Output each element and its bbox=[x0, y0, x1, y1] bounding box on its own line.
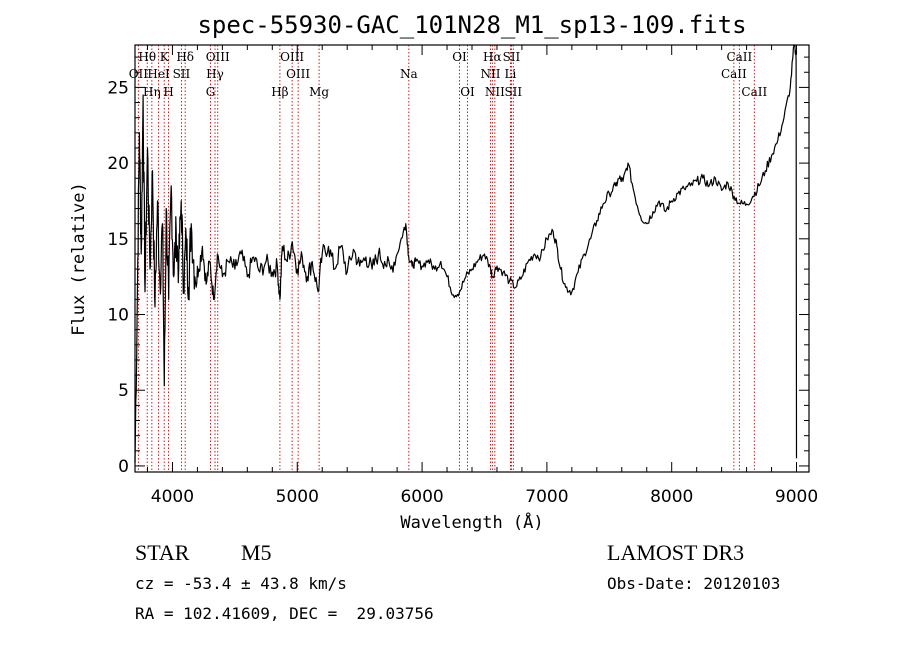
y-tick-label: 15 bbox=[107, 230, 129, 250]
spectral-line-label: G bbox=[206, 85, 216, 99]
spectral-line-label: SII bbox=[503, 50, 521, 64]
spectral-line-label: SII bbox=[173, 67, 191, 81]
sky-coordinates: RA = 102.41609, DEC = 29.03756 bbox=[135, 604, 434, 623]
spectral-line-label: Mg bbox=[309, 85, 329, 99]
x-tick-label: 4000 bbox=[151, 487, 194, 507]
spectral-line-label: OII bbox=[129, 67, 149, 81]
y-axis-label: Flux (relative) bbox=[69, 182, 89, 336]
object-subclass: M5 bbox=[241, 540, 272, 565]
spectral-line-label: Hη bbox=[143, 85, 161, 99]
spectral-line-label: CaII bbox=[726, 50, 752, 64]
spectral-line-label: CaII bbox=[721, 67, 747, 81]
y-tick-label: 25 bbox=[107, 78, 129, 98]
x-tick-label: 6000 bbox=[400, 487, 443, 507]
spectral-line-label: OI bbox=[452, 50, 467, 64]
redshift-velocity: cz = -53.4 ± 43.8 km/s bbox=[135, 574, 347, 593]
chart-title: spec-55930-GAC_101N28_M1_sp13-109.fits bbox=[197, 11, 746, 39]
x-axis-label: Wavelength (Å) bbox=[400, 511, 543, 533]
spectral-line-label: Li bbox=[505, 67, 517, 81]
spectral-line-label: HeI bbox=[147, 67, 170, 81]
spectral-line-label: OI bbox=[460, 85, 475, 99]
spectral-line-label: Hβ bbox=[271, 85, 288, 99]
y-tick-label: 20 bbox=[107, 154, 129, 174]
object-type: STAR bbox=[135, 540, 190, 565]
x-tick-label: 9000 bbox=[775, 487, 818, 507]
survey-name: LAMOST DR3 bbox=[607, 540, 745, 565]
observation-date: Obs-Date: 20120103 bbox=[607, 574, 781, 593]
axis-ticks: 4000 5000 6000 7000 8000 9000 0 5 10 15 20 25 bbox=[107, 45, 818, 507]
x-tick-label: 7000 bbox=[525, 487, 568, 507]
spectral-line-label: OIII bbox=[206, 50, 230, 64]
spectral-line-label: K bbox=[160, 50, 170, 64]
spectral-line-label: NII bbox=[480, 67, 500, 81]
spectral-line-label: Na bbox=[400, 67, 418, 81]
y-tick-label: 10 bbox=[107, 306, 129, 326]
y-tick-label: 5 bbox=[118, 381, 129, 401]
plot-frame bbox=[134, 44, 810, 473]
spectrum-series bbox=[134, 44, 798, 463]
x-tick-label: 5000 bbox=[276, 487, 319, 507]
spectral-line-label: OIII bbox=[280, 50, 304, 64]
spectral-line-label: Hγ bbox=[206, 67, 224, 81]
spectral-line-label: Hδ bbox=[176, 50, 194, 64]
spectral-line-label: Hθ bbox=[138, 50, 156, 64]
y-tick-label: 0 bbox=[118, 457, 129, 477]
x-tick-label: 8000 bbox=[650, 487, 693, 507]
spectral-line-label: OIII bbox=[286, 67, 310, 81]
spectral-line-label: NII bbox=[485, 85, 505, 99]
spectral-line-label: SII bbox=[504, 85, 522, 99]
spectral-line-label: Hα bbox=[483, 50, 502, 64]
spectral-line-label: CaII bbox=[741, 85, 767, 99]
spectral-line-label: H bbox=[163, 85, 173, 99]
